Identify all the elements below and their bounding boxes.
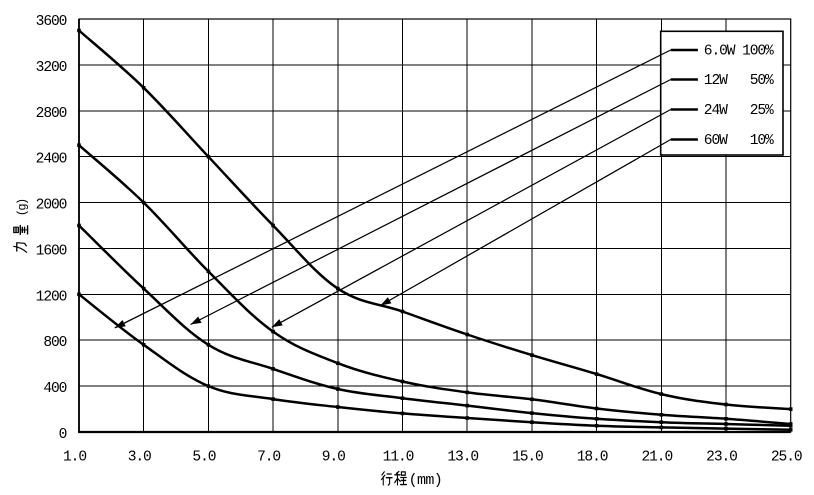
svg-text:3.0: 3.0 (128, 450, 151, 466)
svg-text:24W 25%: 24W 25% (704, 103, 774, 119)
svg-text:12W 50%: 12W 50% (704, 73, 774, 89)
svg-text:18.0: 18.0 (577, 450, 608, 466)
svg-text:6.0W 100%: 6.0W 100% (704, 44, 774, 60)
svg-text:1200: 1200 (36, 289, 67, 305)
svg-text:15.0: 15.0 (512, 450, 543, 466)
svg-text:13.0: 13.0 (447, 450, 478, 466)
svg-text:(g): (g) (16, 199, 30, 216)
svg-text:1600: 1600 (36, 243, 67, 259)
svg-text:11.0: 11.0 (383, 450, 414, 466)
svg-text:3200: 3200 (36, 60, 67, 76)
svg-text:400: 400 (43, 381, 66, 397)
svg-text:21.0: 21.0 (641, 450, 672, 466)
svg-text:0: 0 (59, 427, 67, 443)
svg-text:9.0: 9.0 (322, 450, 345, 466)
svg-text:5.0: 5.0 (192, 450, 215, 466)
svg-text:2400: 2400 (36, 152, 67, 168)
svg-text:3600: 3600 (36, 14, 67, 30)
svg-text:23.0: 23.0 (706, 450, 737, 466)
svg-text:1.0: 1.0 (63, 450, 86, 466)
svg-text:7.0: 7.0 (257, 450, 280, 466)
svg-text:25.0: 25.0 (771, 450, 802, 466)
svg-text:2000: 2000 (36, 198, 67, 214)
svg-text:2800: 2800 (36, 106, 67, 122)
svg-text:(mm): (mm) (409, 472, 443, 489)
svg-text:800: 800 (43, 335, 66, 351)
svg-text:60W 10%: 60W 10% (704, 133, 774, 149)
